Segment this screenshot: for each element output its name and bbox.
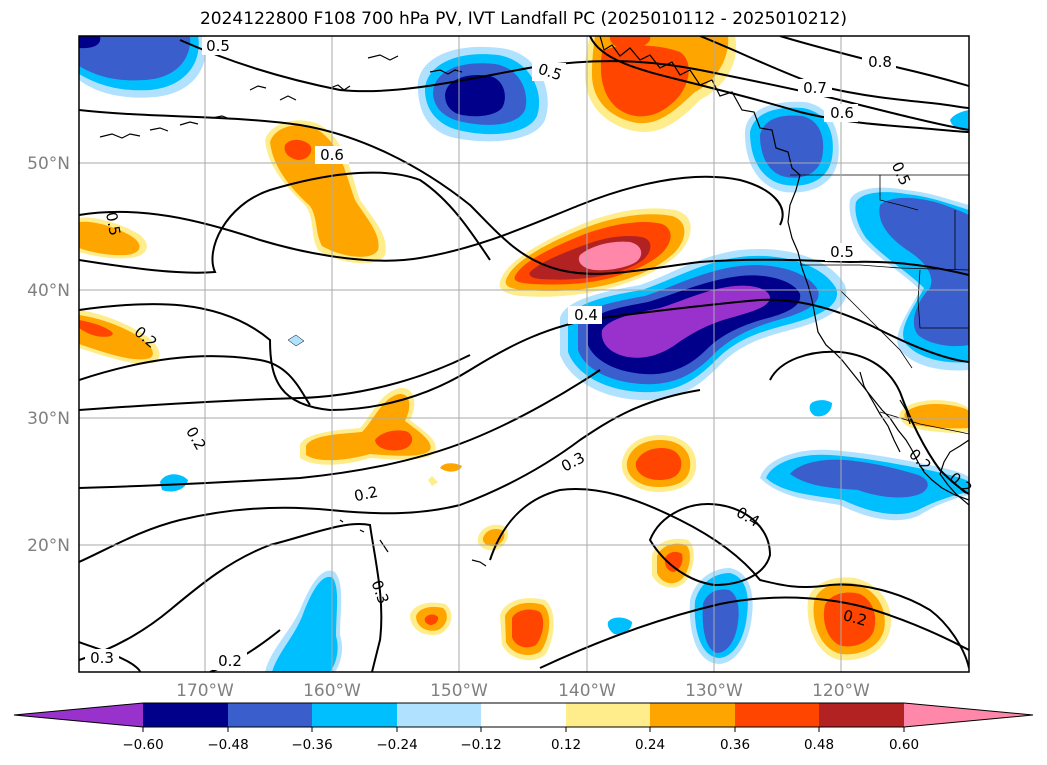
colorbar-segment-7 xyxy=(650,703,735,727)
contour-label-8: 0.5 xyxy=(102,211,124,238)
contour-label-3: 0.8 xyxy=(868,53,892,71)
anomaly-hawaii-positive xyxy=(477,524,694,588)
lon-label-140w: 140°W xyxy=(558,681,616,701)
colorbar-tick-5: −0.12 xyxy=(460,737,501,753)
colorbar-tick-9: 0.48 xyxy=(804,737,834,753)
colorbar-extend-max xyxy=(904,703,1033,727)
colorbar-segment-1 xyxy=(143,703,228,727)
contour-lines xyxy=(79,36,969,672)
anomaly-south-positive xyxy=(410,598,554,661)
contour-label-5: 0.6 xyxy=(830,104,854,122)
lat-label-50: 50°N xyxy=(27,154,70,174)
contour-label-1: 0.5 xyxy=(206,37,230,55)
lon-label-170w: 170°W xyxy=(176,681,234,701)
colorbar-tick-3: −0.36 xyxy=(291,737,332,753)
lat-label-40: 40°N xyxy=(27,281,70,301)
contour-label-18: 0.3 xyxy=(90,649,114,667)
colorbar-tick-10: 0.60 xyxy=(889,737,919,753)
contour-label-10: 0.4 xyxy=(574,306,598,324)
contour-label-4: 0.7 xyxy=(803,79,827,97)
lon-label-150w: 150°W xyxy=(430,681,488,701)
colorbar-segment-6 xyxy=(566,703,650,727)
anomaly-center-positive xyxy=(621,435,697,492)
colorbar-segment-3 xyxy=(312,703,397,727)
gridlines xyxy=(79,36,969,672)
contour-label-19: 0.2 xyxy=(218,652,242,670)
colorbar-tick-2: −0.48 xyxy=(207,737,248,753)
lat-label-20: 20°N xyxy=(27,536,70,556)
anomaly-southwest-negative xyxy=(265,570,343,672)
colorbar: −0.60 −0.48 −0.36 −0.24 −0.12 0.12 0.24 … xyxy=(13,702,1034,753)
colorbar-tick-4: −0.24 xyxy=(376,737,417,753)
lat-label-30: 30°N xyxy=(27,409,70,429)
lon-label-130w: 130°W xyxy=(685,681,743,701)
contour-label-6: 0.6 xyxy=(320,146,344,164)
anomaly-central-positive xyxy=(300,387,462,486)
coastlines xyxy=(99,36,969,567)
colorbar-tick-7: 0.24 xyxy=(635,737,665,753)
lon-label-160w: 160°W xyxy=(303,681,361,701)
longitude-tick-labels: 170°W 160°W 150°W 140°W 130°W 120°W xyxy=(176,681,870,701)
political-borders xyxy=(790,174,969,435)
colorbar-segment-5 xyxy=(481,703,566,727)
colorbar-segment-4 xyxy=(397,703,481,727)
latitude-tick-labels: 50°N 40°N 30°N 20°N xyxy=(27,154,70,556)
chart-title: 2024122800 F108 700 hPa PV, IVT Landfall… xyxy=(199,9,847,29)
anomaly-bc-negative xyxy=(744,101,969,193)
colorbar-segment-2 xyxy=(228,703,312,727)
colorbar-segment-9 xyxy=(819,703,904,727)
anomaly-southeast-negative xyxy=(160,474,753,664)
anomaly-gulf-negative xyxy=(417,46,548,142)
anomaly-westpac-positive xyxy=(265,120,386,264)
anomaly-west-negative xyxy=(849,187,969,371)
contour-label-9: 0.5 xyxy=(830,243,854,261)
colorbar-extend-min xyxy=(14,703,143,727)
colorbar-tick-1: −0.60 xyxy=(122,737,163,753)
colorbar-tick-6: 0.12 xyxy=(551,737,581,753)
contour-label-13: 0.2 xyxy=(352,483,379,506)
anomaly-mexico-negative xyxy=(760,400,969,521)
anomaly-dateline-positive xyxy=(79,217,305,364)
colorbar-segment-8 xyxy=(735,703,819,727)
lon-label-120w: 120°W xyxy=(812,681,870,701)
map-frame xyxy=(78,35,970,673)
colorbar-tick-8: 0.36 xyxy=(720,737,750,753)
anomaly-aleutian-negative xyxy=(79,36,207,98)
contour-label-20: 0.2 xyxy=(841,606,869,630)
